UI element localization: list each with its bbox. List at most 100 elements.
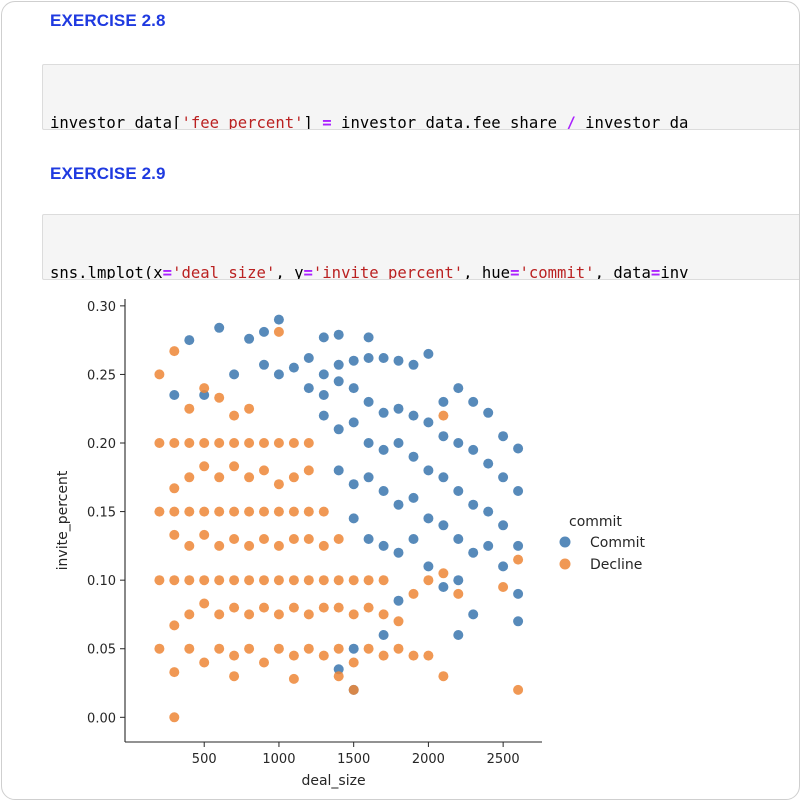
scatter-point-decline (184, 438, 195, 448)
scatter-point-commit (333, 664, 344, 675)
scatter-point-decline (199, 598, 210, 609)
scatter-point-decline (348, 575, 359, 586)
code-cell-2[interactable]: sns.lmplot(x='deal_size', y='invite_perc… (42, 214, 799, 280)
scatter-point-decline (378, 650, 389, 661)
scatter-point-decline (169, 529, 180, 540)
scatter-point-decline (273, 326, 284, 337)
scatter-point-commit (438, 431, 449, 442)
scatter-point-decline (318, 506, 329, 517)
scatter-point-commit (408, 410, 419, 421)
scatter-point-decline (259, 534, 269, 544)
scatter-point-commit (483, 506, 494, 517)
scatter-point-decline (244, 506, 255, 517)
scatter-point-commit (348, 513, 359, 524)
scatter-point-decline (184, 575, 195, 586)
scatter-point-commit (513, 486, 524, 496)
scatter-point-commit (513, 588, 524, 599)
code-token: ] (303, 114, 323, 130)
scatter-point-decline (214, 575, 225, 586)
scatter-point-commit (363, 332, 374, 343)
scatter-point-decline (169, 438, 180, 448)
scatter-point-decline (498, 582, 509, 592)
scatter-point-commit (363, 353, 374, 363)
scatter-point-commit (348, 643, 359, 654)
scatter-point-commit (333, 424, 344, 435)
scatter-point-decline (154, 575, 165, 586)
scatter-point-commit (513, 616, 524, 627)
scatter-point-decline (229, 671, 240, 682)
y-tick-label: 0.05 (87, 643, 116, 658)
scatter-point-decline (408, 650, 419, 661)
scatter-point-decline (214, 609, 225, 620)
scatter-point-decline (214, 643, 225, 654)
code-token: , hue (463, 264, 511, 280)
scatter-point-decline (229, 506, 240, 517)
scatter-point-commit (453, 575, 464, 586)
scatter-point-commit (318, 332, 329, 343)
scatter-point-decline (333, 602, 344, 613)
scatter-point-decline (273, 479, 284, 490)
scatter-point-commit (393, 355, 404, 366)
scatter-point-commit (483, 458, 494, 469)
code-token: inv (660, 264, 689, 280)
scatter-point-decline (229, 534, 240, 544)
scatter-point-decline (244, 643, 255, 654)
scatter-point-decline (154, 369, 165, 380)
x-tick-label: 500 (192, 752, 217, 767)
scatter-point-decline (393, 643, 404, 654)
scatter-point-commit (423, 348, 434, 359)
scatter-point-decline (214, 392, 225, 403)
legend-title: commit (569, 514, 622, 530)
scatter-point-commit (483, 540, 494, 551)
scatter-point-commit (423, 465, 434, 476)
scatter-point-commit (453, 486, 464, 496)
scatter-point-decline (169, 483, 180, 494)
scatter-point-commit (453, 630, 464, 640)
scatter-point-decline (199, 575, 210, 586)
scatter-point-decline (363, 643, 374, 654)
y-tick-label: 0.20 (87, 437, 116, 452)
scatter-point-decline (333, 575, 344, 586)
code-token: investor_da (575, 114, 689, 130)
scatter-point-decline (184, 540, 195, 551)
scatter-point-decline (154, 506, 165, 517)
scatter-point-commit (303, 353, 314, 363)
legend-label-decline: Decline (590, 557, 642, 573)
scatter-point-commit (423, 417, 434, 428)
scatter-point-commit (348, 383, 359, 394)
x-tick-label: 1500 (337, 752, 370, 767)
scatter-point-commit (438, 396, 449, 407)
scatter-point-decline (259, 575, 269, 586)
scatter-point-decline (288, 534, 299, 544)
code-cell-1[interactable]: investor_data['fee_percent'] = investor_… (42, 64, 799, 130)
scatter-point-decline (169, 575, 180, 586)
scatter-point-decline (438, 671, 449, 682)
scatter-point-commit (393, 595, 404, 606)
scatter-point-commit (513, 443, 524, 454)
scatter-point-decline (244, 403, 255, 414)
scatter-point-decline (229, 602, 240, 613)
scatter-point-commit (199, 390, 210, 400)
scatter-point-commit (348, 417, 359, 428)
scatter-point-decline (199, 506, 210, 517)
scatter-point-decline (229, 461, 240, 472)
scatter-point-commit (333, 465, 344, 476)
scatter-point-decline (303, 465, 314, 476)
scatter-point-decline (348, 609, 359, 620)
scatter-point-decline (184, 609, 195, 620)
code-token: / (566, 114, 576, 130)
axes-layer: 500 1000 1500 2000 2500 0.00 0.05 0.10 0.15 0.20 0… (87, 299, 542, 767)
code-token: = (303, 264, 313, 280)
code-token: = (510, 264, 520, 280)
x-tick-label: 2000 (412, 752, 445, 767)
scatter-point-commit (378, 353, 389, 363)
scatter-point-decline (333, 643, 344, 654)
scatter-point-commit (244, 333, 255, 344)
scatter-point-decline (363, 602, 374, 613)
scatter-point-commit (273, 369, 284, 380)
scatter-point-decline (288, 602, 299, 613)
scatter-point-commit (348, 355, 359, 366)
scatter-point-decline (303, 643, 314, 654)
y-axis-label: invite_percent (55, 470, 71, 570)
